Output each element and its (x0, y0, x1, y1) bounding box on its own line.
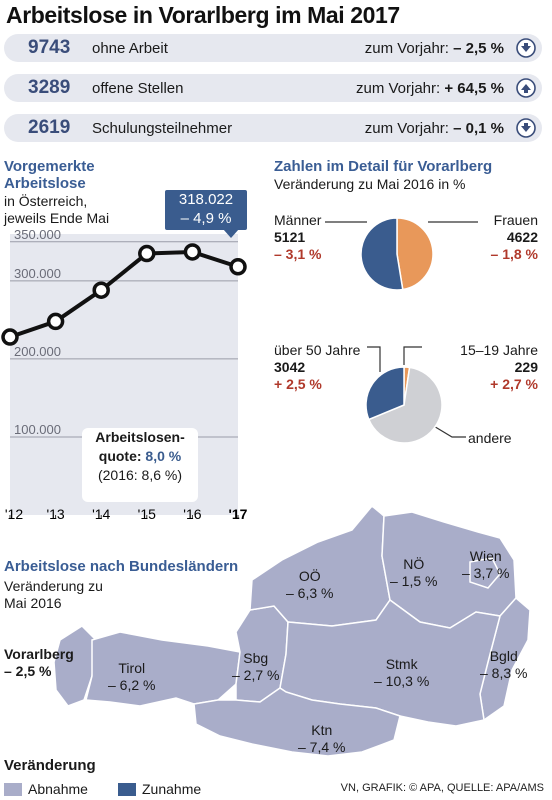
map-label-wien: Wien – 3,7 % (462, 548, 510, 581)
map-region-vorarlberg (53, 625, 97, 707)
map-subtitle: Veränderung zu Mai 2016 (4, 578, 103, 611)
arrow-down-icon (516, 118, 536, 138)
pie-age (365, 366, 443, 444)
callout-latest-value: 318.022 – 4,9 % (165, 190, 247, 238)
map-label-ooe: OÖ – 6,3 % (286, 568, 334, 601)
summary-label: Schulungsteilnehmer (92, 120, 233, 137)
legend-title: Veränderung (4, 757, 96, 774)
detail-title: Zahlen im Detail für Vorarlberg (274, 158, 493, 175)
data-point (46, 312, 65, 331)
legend-label-decrease: Abnahme (28, 781, 88, 797)
map-label-stmk: Stmk – 10,3 % (374, 656, 430, 689)
summary-label: offene Stellen (92, 80, 184, 97)
summary-compare: zum Vorjahr: – 0,1 % (364, 120, 504, 137)
arrow-up-icon (516, 78, 536, 98)
map-label-tirol: Tirol – 6,2 % (108, 660, 156, 693)
pie-gender (360, 217, 434, 291)
pie-slice (365, 366, 405, 421)
pie-slice (367, 366, 443, 444)
data-point (229, 258, 247, 276)
pie-label-men: Männer 5121 – 3,1 % (274, 212, 322, 262)
y-tick-label: 200.000 (14, 344, 61, 359)
y-tick-label: 350.000 (14, 227, 61, 242)
x-tick-label: '12 (5, 506, 23, 522)
summary-number: 9743 (28, 37, 71, 58)
map-label-sbg: Sbg – 2,7 % (232, 650, 280, 683)
pie-label-other: andere (468, 430, 512, 446)
legend-swatch-decrease (4, 783, 22, 796)
map-title: Arbeitslose nach Bundesländern (4, 558, 239, 575)
pie-label-over50: über 50 Jahre 3042 + 2,5 % (274, 342, 361, 392)
summary-bar-ohne-arbeit: 9743 ohne Arbeit zum Vorjahr: – 2,5 % (4, 34, 542, 62)
x-tick-label: '16 (183, 506, 201, 522)
legend-label-increase: Zunahme (142, 781, 202, 797)
map-region-ktn (193, 687, 401, 757)
x-tick-label: '14 (92, 506, 110, 522)
map-region-wien (469, 557, 501, 589)
page-title: Arbeitslose in Vorarlberg im Mai 2017 (6, 2, 400, 28)
line-chart-title: Vorgemerkte Arbeitslose (4, 158, 95, 192)
data-point (92, 281, 110, 299)
map-label-ktn: Ktn – 7,4 % (298, 722, 346, 755)
data-point (138, 244, 156, 263)
summary-label: ohne Arbeit (92, 40, 168, 57)
map-label-bgld: Bgld – 8,3 % (480, 648, 528, 681)
quote-box: Arbeitslosen- quote: 8,0 % (2016: 8,6 %) (82, 428, 198, 502)
data-point (183, 243, 202, 261)
summary-number: 3289 (28, 77, 71, 98)
x-tick-label: '15 (138, 506, 156, 522)
quote-label: Arbeitslosen- (95, 429, 185, 445)
pie-label-women: Frauen 4622 – 1,8 % (490, 212, 538, 262)
summary-compare: zum Vorjahr: + 64,5 % (355, 80, 504, 97)
pie-slice (396, 217, 434, 291)
pie-label-youth: 15–19 Jahre 229 + 2,7 % (460, 342, 538, 392)
x-tick-label: '17 (229, 506, 248, 522)
map-label-vorarlberg: Vorarlberg – 2,5 % (4, 646, 74, 679)
detail-subtitle: Veränderung zu Mai 2016 in % (274, 176, 466, 192)
y-tick-label: 300.000 (14, 266, 61, 281)
pie-slice (360, 217, 404, 291)
quote-value: 8,0 % (145, 448, 182, 464)
quote-prev: (2016: 8,6 %) (97, 467, 183, 483)
summary-number: 2619 (28, 117, 71, 138)
arrow-down-icon (516, 38, 536, 58)
summary-bar-schulung: 2619 Schulungsteilnehmer zum Vorjahr: – … (4, 114, 542, 142)
summary-compare: zum Vorjahr: – 2,5 % (364, 40, 504, 57)
data-point (1, 328, 19, 346)
y-tick-label: 100.000 (14, 422, 61, 437)
quote-prefix: quote: (98, 448, 142, 464)
source-note: VN, GRAFIK: © APA, QUELLE: APA/AMS (340, 782, 544, 794)
x-tick-label: '13 (46, 506, 64, 522)
map-label-noe: NÖ – 1,5 % (390, 556, 438, 589)
legend-swatch-increase (118, 783, 136, 796)
line-chart-subtitle: in Österreich, jeweils Ende Mai (4, 193, 110, 226)
summary-bar-offene-stellen: 3289 offene Stellen zum Vorjahr: + 64,5 … (4, 74, 542, 102)
